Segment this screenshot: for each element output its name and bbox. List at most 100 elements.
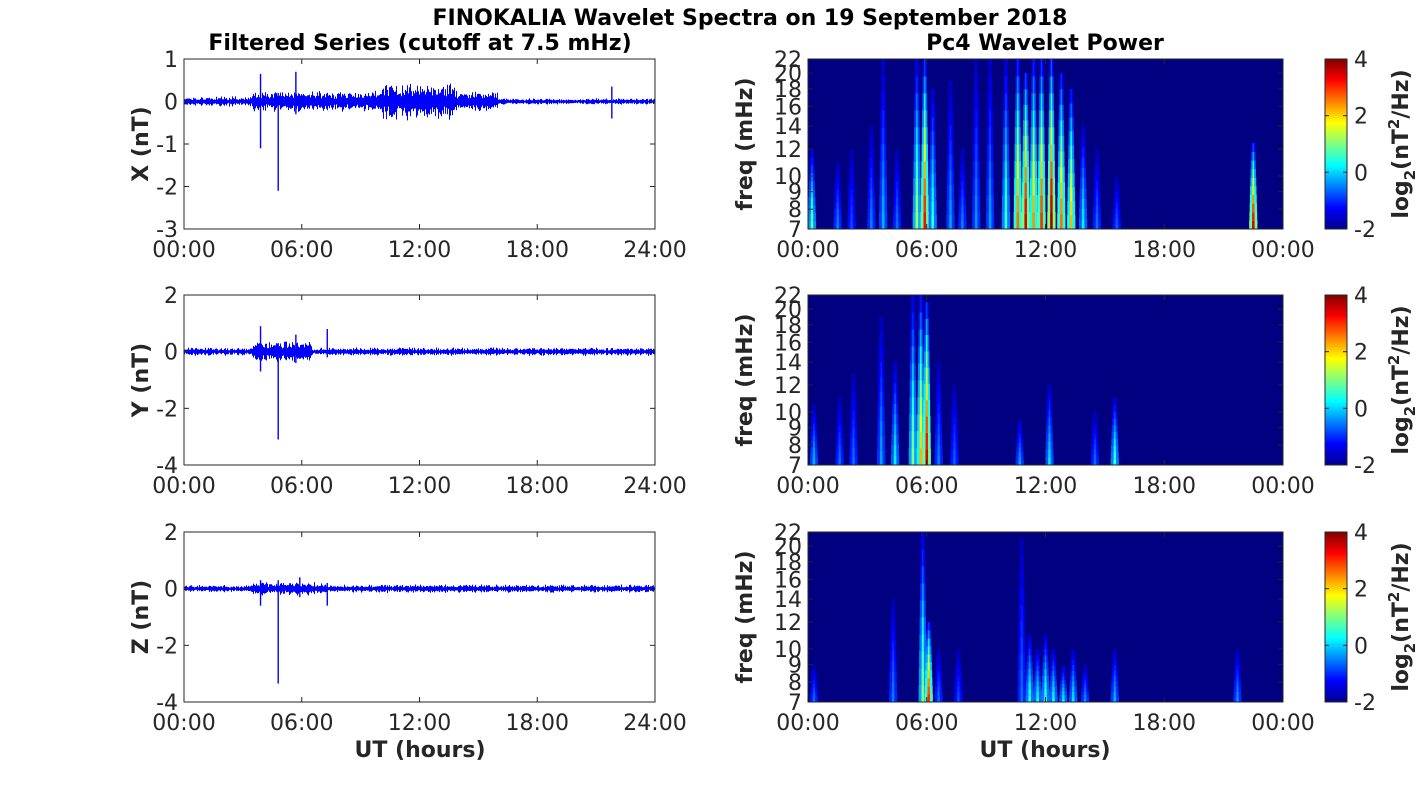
streak-core bbox=[1020, 620, 1023, 638]
streak-core bbox=[1252, 177, 1255, 187]
streak-core bbox=[879, 450, 883, 466]
streak-core bbox=[870, 198, 873, 209]
streak-core bbox=[949, 125, 952, 141]
colorbar-tick-label: 2 bbox=[1354, 105, 1368, 130]
y-tick-label: 7 bbox=[788, 454, 802, 479]
streak-core bbox=[1040, 212, 1043, 230]
streak-core bbox=[1050, 76, 1053, 94]
power-streak-10 bbox=[950, 384, 959, 466]
streak-core bbox=[838, 451, 841, 459]
streak-core bbox=[1032, 195, 1035, 213]
x-tick-label: 06:00 bbox=[270, 474, 333, 499]
streak-core bbox=[1114, 397, 1116, 406]
streak-core bbox=[1084, 672, 1086, 677]
streak-core bbox=[1044, 681, 1047, 690]
streak-core bbox=[989, 127, 991, 145]
streak-core bbox=[975, 127, 978, 145]
timeseries-panel-y: 2 0 -2 -400:00 06:00 12:00 18:00 24:00 Y (nT) bbox=[129, 284, 687, 499]
streak-core bbox=[850, 220, 853, 230]
streak-core bbox=[1070, 144, 1073, 160]
streak-core bbox=[1113, 438, 1116, 446]
y-tick-label: 8 bbox=[788, 671, 802, 696]
y-tick-label: -4 bbox=[156, 454, 178, 479]
streak-core bbox=[1052, 670, 1055, 677]
power-streak-3 bbox=[847, 148, 856, 230]
streak-core bbox=[1033, 59, 1035, 77]
colorbar-label: log2(nT2/Hz) bbox=[1385, 69, 1418, 218]
streak-core bbox=[810, 188, 813, 198]
streak-core bbox=[957, 664, 960, 671]
streak-core bbox=[1032, 76, 1035, 94]
streak-core bbox=[975, 93, 977, 111]
streak-core bbox=[937, 680, 940, 687]
streak-core bbox=[957, 659, 960, 666]
streak-core bbox=[925, 383, 928, 401]
streak-core bbox=[1072, 680, 1075, 687]
streak-core bbox=[1032, 161, 1035, 179]
y-tick-label: 16 bbox=[774, 568, 802, 593]
streak-core bbox=[949, 169, 952, 186]
streak-core bbox=[1052, 680, 1055, 687]
colorbar-label-part: log bbox=[1389, 180, 1414, 218]
streak-core bbox=[949, 80, 952, 97]
streak-core bbox=[852, 437, 855, 448]
streak-core bbox=[1036, 691, 1039, 698]
power-streak-9 bbox=[928, 88, 937, 230]
y-axis-label: Y (nT) bbox=[129, 343, 154, 418]
streak-core bbox=[1048, 408, 1051, 418]
streak-core bbox=[1113, 691, 1116, 698]
streak-core bbox=[1048, 440, 1051, 450]
x-tick-label: 18:00 bbox=[1133, 474, 1196, 499]
streak-core bbox=[1050, 93, 1053, 111]
streak-core bbox=[812, 446, 816, 454]
streak-core bbox=[1020, 587, 1023, 605]
power-streak-5 bbox=[879, 59, 888, 230]
x-tick-label: 00:00 bbox=[152, 474, 215, 499]
streak-core bbox=[1044, 675, 1047, 683]
streak-core bbox=[1050, 161, 1053, 179]
streak-core bbox=[1252, 160, 1255, 170]
streak-core bbox=[919, 414, 922, 432]
streak-core bbox=[839, 397, 841, 406]
streak-core bbox=[1004, 178, 1008, 196]
streak-core bbox=[1070, 130, 1073, 146]
y-tick-label: 16 bbox=[774, 331, 802, 356]
colorbar-label: log2(nT2/Hz) bbox=[1385, 305, 1418, 454]
streak-core bbox=[1095, 204, 1099, 214]
colorbar-tick-label: 2 bbox=[1354, 341, 1368, 366]
streak-core bbox=[882, 161, 885, 179]
streak-core bbox=[925, 448, 929, 466]
streak-core bbox=[1040, 178, 1043, 196]
power-streak-2 bbox=[888, 599, 898, 703]
y-tick-label: 14 bbox=[774, 588, 802, 613]
y-tick-label: 20 bbox=[774, 298, 802, 323]
streak-core bbox=[1081, 218, 1085, 230]
power-streak-8 bbox=[922, 301, 931, 466]
power-streak-6 bbox=[908, 295, 918, 466]
streak-core bbox=[1083, 690, 1087, 696]
streak-core bbox=[870, 218, 873, 230]
streak-core bbox=[1072, 654, 1074, 661]
streak-core bbox=[921, 600, 924, 618]
streak-core bbox=[894, 382, 896, 394]
streak-core bbox=[893, 444, 897, 456]
y-tick-label: 10 bbox=[774, 165, 802, 190]
streak-core bbox=[1084, 679, 1086, 684]
streak-core bbox=[1020, 604, 1023, 621]
streak-core bbox=[1084, 683, 1087, 688]
streak-core bbox=[812, 452, 816, 460]
streak-core bbox=[812, 458, 816, 466]
y-tick-label: 9 bbox=[788, 181, 802, 206]
x-tick-label: 12:00 bbox=[1014, 238, 1077, 263]
streak-core bbox=[1050, 195, 1053, 213]
streak-core bbox=[1044, 641, 1047, 649]
streak-core bbox=[931, 116, 934, 132]
streak-core bbox=[931, 172, 934, 188]
power-streak-7 bbox=[912, 59, 922, 230]
streak-core bbox=[892, 599, 894, 610]
power-streak-3 bbox=[918, 532, 927, 703]
streak-core bbox=[949, 140, 952, 156]
streak-core bbox=[1095, 212, 1099, 222]
streak-core bbox=[882, 178, 885, 196]
